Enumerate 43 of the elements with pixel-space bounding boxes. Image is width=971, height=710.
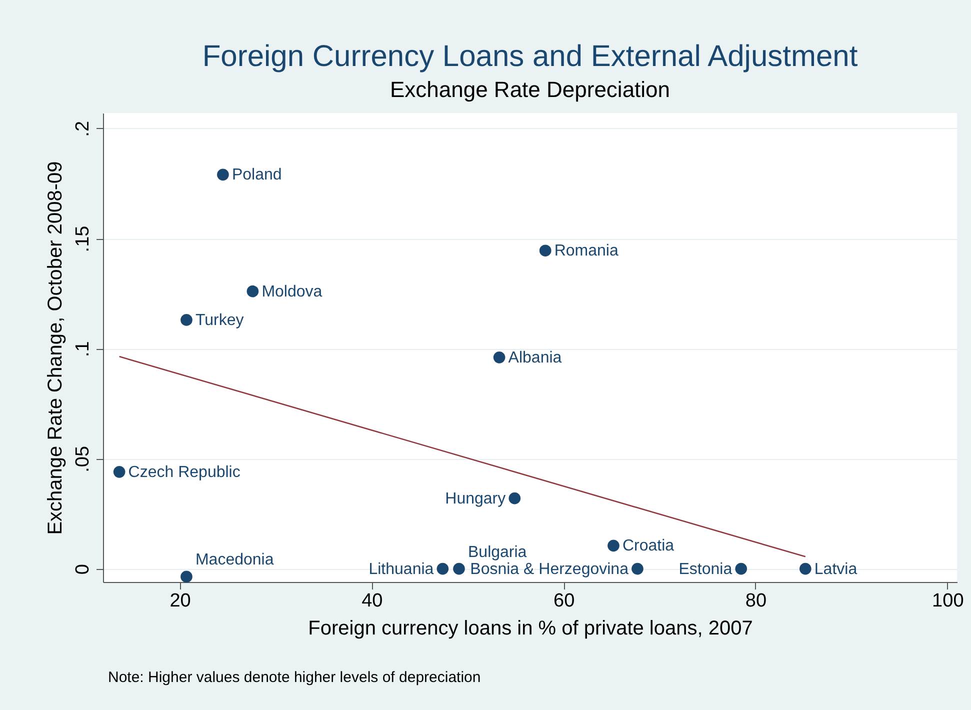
annotation: Croatia: [622, 538, 674, 555]
point: [799, 562, 812, 575]
annotation: Czech Republic: [128, 464, 240, 481]
annotation: Romania: [554, 242, 618, 260]
annotation: Poland: [232, 166, 282, 184]
point: [493, 352, 506, 364]
y-tick-label: 0: [72, 564, 94, 575]
y-tick-label: .05: [72, 446, 94, 472]
annotation: Moldova: [262, 283, 322, 300]
y-tick-label: .1: [72, 341, 94, 358]
x-tick-label: 40: [362, 590, 383, 612]
point: [632, 562, 644, 575]
point: [180, 314, 192, 326]
point: [735, 562, 748, 575]
chart-subtitle: Exchange Rate Depreciation: [390, 77, 670, 102]
x-tick-label: 60: [554, 590, 575, 612]
y-tick-label: .2: [72, 120, 94, 137]
annotation: Estonia: [678, 560, 732, 578]
annotation: Albania: [508, 349, 562, 366]
annotation: Bulgaria: [468, 544, 527, 561]
x-axis-title: Foreign currency loans in % of private loans, 2007: [308, 618, 753, 640]
x-tick-label: 100: [932, 590, 964, 612]
annotation: Bosnia & Herzegovina: [470, 560, 629, 578]
point: [180, 570, 192, 583]
x-tick-label: 20: [170, 590, 191, 612]
y-axis-title: Exchange Rate Change, October 2008-09: [44, 161, 66, 535]
annotation: Lithuania: [368, 560, 434, 578]
point: [436, 562, 449, 575]
point: [113, 466, 126, 478]
point: [508, 492, 521, 504]
annotation: Turkey: [195, 312, 244, 329]
point: [608, 540, 620, 552]
annotation: Hungary: [445, 490, 506, 508]
chart-title: Foreign Currency Loans and External Adjustment: [202, 40, 858, 73]
point: [453, 562, 465, 575]
y-tick-label: .15: [72, 226, 94, 252]
x-tick-label: 80: [745, 590, 767, 612]
annotation: Latvia: [814, 560, 858, 578]
text: Note: Higher values denote higher levels of depreciation: [108, 669, 481, 686]
point: [246, 285, 259, 298]
point: [217, 168, 229, 181]
point: [539, 244, 552, 257]
annotation: Macedonia: [195, 552, 274, 569]
